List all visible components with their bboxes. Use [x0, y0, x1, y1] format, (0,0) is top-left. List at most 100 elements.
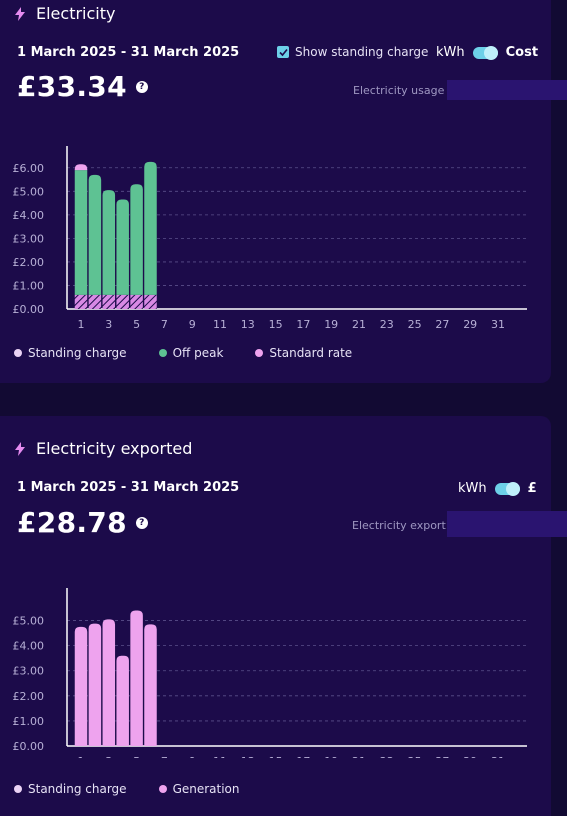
- legend-item: Standing charge: [14, 782, 127, 796]
- unit-toggle[interactable]: kWh £: [458, 481, 537, 496]
- y-tick-label: £5.00: [13, 615, 45, 628]
- show-standing-charge-checkbox[interactable]: Show standing charge: [277, 45, 428, 59]
- period-label: 1 March 2025 - 31 March 2025: [17, 45, 240, 60]
- bar-generation[interactable]: [88, 623, 102, 746]
- bar-off-peak[interactable]: [88, 174, 102, 295]
- usage-label: Electricity export: [352, 519, 446, 532]
- bar-off-peak[interactable]: [74, 170, 88, 295]
- unit-toggle[interactable]: kWh Cost: [436, 45, 538, 60]
- electricity-chart: £0.00£1.00£2.00£3.00£4.00£5.00£6.001 3 5 7 9…: [13, 146, 527, 331]
- x-tick-label: 21: [352, 318, 366, 331]
- x-tick-label: 23: [380, 755, 394, 758]
- y-tick-label: £4.00: [13, 209, 45, 222]
- period-label: 1 March 2025 - 31 March 2025: [17, 480, 240, 495]
- bar-standing-charge[interactable]: [102, 294, 116, 309]
- x-tick-label: 19: [324, 318, 338, 331]
- exported-chart: £0.00£1.00£2.00£3.00£4.00£5.001357911131…: [13, 588, 527, 758]
- x-tick-label: 3: [105, 318, 112, 331]
- bar-standing-charge[interactable]: [130, 294, 143, 309]
- y-tick-label: £0.00: [13, 303, 45, 316]
- legend-item: Off peak: [158, 346, 224, 360]
- help-icon[interactable]: ?: [135, 516, 148, 529]
- x-tick-label: 21: [352, 755, 366, 758]
- bar-off-peak[interactable]: [116, 199, 129, 295]
- legend-dot: [14, 349, 22, 357]
- bar-generation[interactable]: [74, 626, 88, 746]
- x-tick-label: 7: [161, 755, 168, 758]
- electricity-legend: Standing charge Off peak Standard rate: [14, 346, 352, 360]
- bar-standing-charge[interactable]: [116, 294, 129, 309]
- x-tick-label: 5: [133, 318, 140, 331]
- bar-standing-charge[interactable]: [74, 294, 88, 309]
- y-tick-label: £2.00: [13, 690, 45, 703]
- checkbox-checked-icon[interactable]: [277, 46, 289, 58]
- legend-dot: [14, 785, 22, 793]
- x-tick-label: 7: [161, 318, 168, 331]
- x-tick-label: 13: [241, 318, 255, 331]
- x-tick-label: 27: [435, 318, 449, 331]
- x-tick-label: 1: [78, 755, 85, 758]
- legend-item: Generation: [158, 782, 240, 796]
- bar-generation[interactable]: [116, 655, 129, 746]
- help-icon[interactable]: ?: [135, 80, 148, 93]
- x-tick-label: 29: [463, 318, 477, 331]
- bar-off-peak[interactable]: [144, 161, 157, 295]
- electricity-exported-card: Electricity exported 1 March 2025 - 31 M…: [0, 416, 567, 816]
- legend-label: Standing charge: [28, 782, 127, 796]
- total-amount: £33.34 ?: [17, 70, 148, 103]
- bar-standing-charge[interactable]: [88, 294, 102, 309]
- legend-label: Generation: [172, 782, 240, 796]
- x-tick-label: 1: [78, 318, 85, 331]
- x-tick-label: 17: [296, 318, 310, 331]
- y-tick-label: £1.00: [13, 279, 45, 292]
- x-tick-label: 9: [189, 755, 196, 758]
- x-tick-label: 27: [435, 755, 449, 758]
- amount-value: £28.78: [17, 506, 127, 539]
- y-tick-label: £4.00: [13, 640, 45, 653]
- usage-redacted-bar: [447, 80, 567, 100]
- legend-label: Standard rate: [269, 346, 353, 360]
- bar-generation[interactable]: [130, 610, 143, 746]
- y-tick-label: £3.00: [13, 232, 45, 245]
- x-tick-label: 29: [463, 755, 477, 758]
- bar-standard-rate[interactable]: [74, 164, 88, 171]
- bar-generation[interactable]: [102, 619, 116, 746]
- bar-standing-charge[interactable]: [144, 294, 157, 309]
- lightning-icon: [15, 441, 25, 456]
- bar-off-peak[interactable]: [102, 190, 116, 295]
- y-tick-label: £5.00: [13, 185, 45, 198]
- x-tick-label: 9: [189, 318, 196, 331]
- toggle-pound-label: £: [527, 481, 537, 496]
- x-tick-label: 25: [408, 318, 422, 331]
- toggle-switch[interactable]: [472, 45, 498, 60]
- toggle-kwh-label: kWh: [436, 45, 465, 60]
- exported-title-row: Electricity exported: [14, 439, 192, 458]
- x-tick-label: 17: [296, 755, 310, 758]
- y-tick-label: £3.00: [13, 665, 45, 678]
- card-title: Electricity exported: [36, 439, 193, 458]
- legend-dot: [158, 349, 167, 357]
- legend-label: Off peak: [172, 346, 224, 360]
- y-tick-label: £2.00: [13, 256, 45, 269]
- x-tick-label: 25: [408, 755, 422, 758]
- bar-off-peak[interactable]: [130, 184, 143, 295]
- x-tick-label: 3: [105, 755, 112, 758]
- x-tick-label: 31: [491, 318, 505, 331]
- x-tick-label: 19: [324, 755, 338, 758]
- usage-label: Electricity usage: [353, 84, 445, 97]
- legend-dot: [158, 785, 167, 793]
- x-tick-label: 5: [133, 755, 140, 758]
- x-tick-label: 31: [491, 755, 505, 758]
- electricity-card: Electricity 1 March 2025 - 31 March 2025…: [0, 0, 567, 383]
- y-tick-label: £0.00: [13, 740, 45, 753]
- amount-value: £33.34: [17, 70, 127, 103]
- bar-generation[interactable]: [144, 624, 157, 746]
- toggle-switch[interactable]: [494, 481, 520, 496]
- lightning-icon: [15, 6, 25, 21]
- x-tick-label: 15: [269, 318, 283, 331]
- x-tick-label: 23: [380, 318, 394, 331]
- toggle-cost-label: Cost: [505, 45, 539, 60]
- x-tick-label: 15: [269, 755, 283, 758]
- x-tick-label: 11: [213, 755, 227, 758]
- total-amount: £28.78 ?: [17, 506, 148, 539]
